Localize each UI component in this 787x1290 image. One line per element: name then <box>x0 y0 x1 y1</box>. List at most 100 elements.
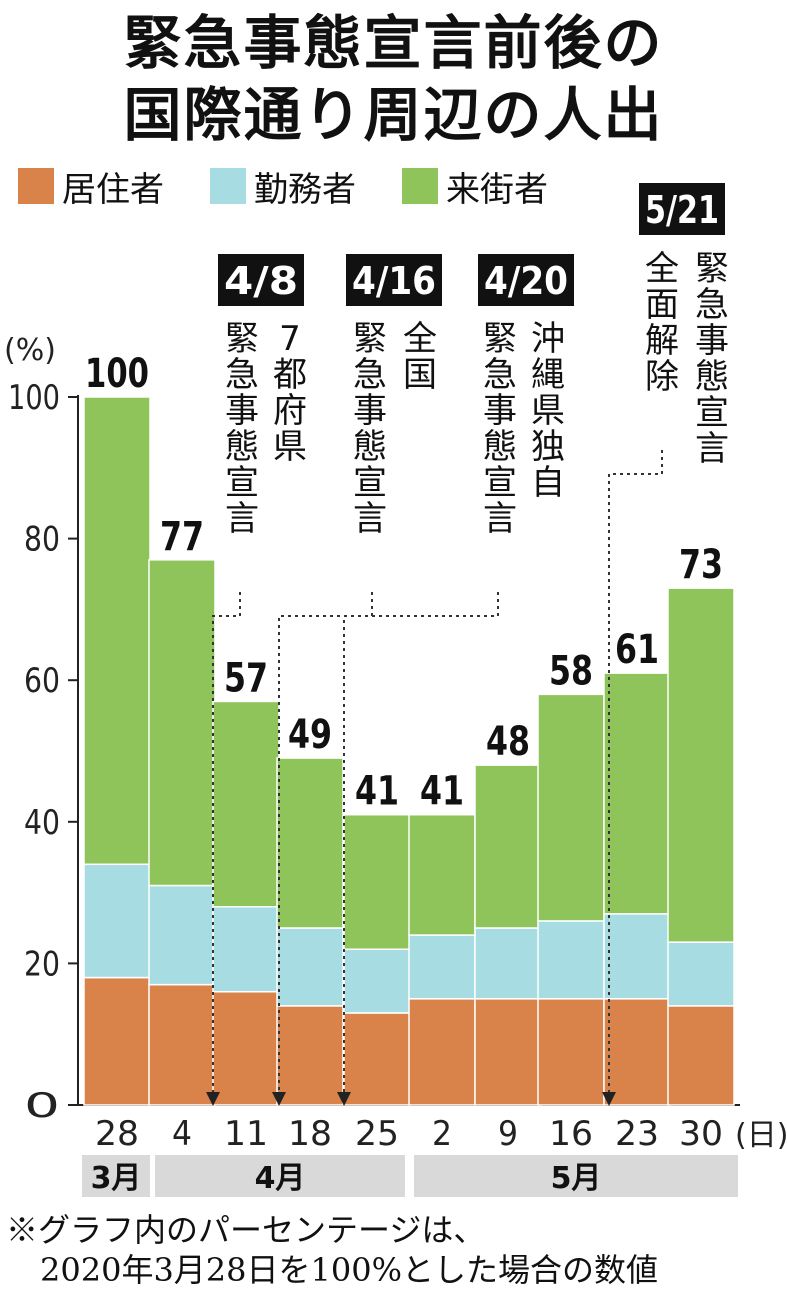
bar-segment-worker-8 <box>603 913 671 1000</box>
legend-swatch-visitor <box>402 168 438 204</box>
bar-segment-visitor-4 <box>343 813 411 950</box>
x-tick-label-8: 23 <box>615 1114 659 1154</box>
title-line-2: 国際通り周辺の人出 <box>123 81 664 149</box>
y-tick-label-60: 60 <box>24 661 60 701</box>
bar-total-label-2: 57 <box>224 655 268 701</box>
bar-segment-visitor-6 <box>474 764 542 929</box>
bar-segment-worker-3 <box>276 927 344 1007</box>
event-arrow-0 <box>206 1092 220 1106</box>
bar-total-label-8: 61 <box>615 627 659 673</box>
x-tick-label-3: 18 <box>288 1114 332 1154</box>
bar-total-label-4: 41 <box>355 769 399 815</box>
event-date-box-3 <box>639 183 725 235</box>
legend-swatch-resident <box>18 168 54 204</box>
event-arrow-3 <box>602 1092 616 1106</box>
bar-segment-resident-5 <box>408 998 476 1106</box>
bar-segment-visitor-2 <box>212 700 280 908</box>
event-date-label-1: 4/16 <box>352 259 436 303</box>
event-text-0-0: 7 都府県 <box>273 319 307 467</box>
bar-total-label-6: 48 <box>486 719 530 765</box>
bar-total-label-7: 58 <box>549 648 593 694</box>
event-arrow-1 <box>272 1092 286 1106</box>
y-tick-label-20: 20 <box>24 944 60 984</box>
legend-item-resident: 居住者 <box>18 162 164 211</box>
bar-segment-worker-4 <box>343 948 411 1014</box>
event-date-box-2 <box>478 254 574 306</box>
x-tick-label-4: 25 <box>355 1114 399 1154</box>
x-tick-label-6: 9 <box>498 1114 518 1154</box>
x-tick-label-5: 2 <box>432 1114 452 1154</box>
legend-item-worker: 勤務者 <box>210 162 356 211</box>
y-tick-label-100: 100 <box>8 378 60 418</box>
bar-segment-resident-9 <box>667 1005 735 1106</box>
y-tick-label-0: 0 <box>24 1086 60 1126</box>
event-text-2-1: 緊急事態宣言 <box>483 319 517 539</box>
footnote-line-1: ※グラフ内のパーセンテージは、 <box>6 1211 486 1249</box>
event-text-1-0: 全国 <box>403 319 437 395</box>
bar-segment-worker-7 <box>537 920 605 1000</box>
event-arrow-2 <box>337 1092 351 1106</box>
footnote-line-2: 2020年3月28日を100%とした場合の数値 <box>40 1251 659 1289</box>
event-text-3-0: 緊急事態宣言 <box>695 249 729 469</box>
month-label-2: 5月 <box>551 1161 602 1196</box>
bar-segment-visitor-9 <box>667 587 735 943</box>
bar-segment-resident-3 <box>276 1005 344 1106</box>
legend-item-visitor: 来街者 <box>402 162 548 211</box>
bar-segment-resident-2 <box>212 990 280 1106</box>
x-tick-label-0: 28 <box>95 1114 139 1154</box>
legend-label-visitor: 来街者 <box>446 169 548 210</box>
event-date-label-2: 4/20 <box>484 259 568 303</box>
y-unit-label: (%) <box>4 333 56 368</box>
bar-segment-visitor-3 <box>276 757 344 929</box>
bar-total-label-1: 77 <box>160 514 204 560</box>
bar-segment-resident-7 <box>537 998 605 1106</box>
bar-segment-worker-1 <box>148 884 216 986</box>
bar-segment-resident-0 <box>83 976 151 1106</box>
legend-label-resident: 居住者 <box>62 169 164 210</box>
bar-total-label-9: 73 <box>679 542 723 588</box>
bar-segment-visitor-5 <box>408 813 476 936</box>
bar-segment-resident-8 <box>603 998 671 1106</box>
month-label-1: 4月 <box>255 1161 306 1196</box>
event-connector-1 <box>278 592 373 1098</box>
bar-segment-visitor-1 <box>148 559 216 887</box>
bar-segment-worker-0 <box>83 863 151 979</box>
bar-segment-visitor-8 <box>603 672 671 915</box>
event-connector-3 <box>608 450 663 1098</box>
event-date-box-0 <box>218 254 304 306</box>
bar-total-label-0: 100 <box>85 351 149 397</box>
bar-segment-worker-6 <box>474 927 542 1000</box>
event-text-3-1: 全面解除 <box>645 249 679 397</box>
bar-segment-resident-6 <box>474 998 542 1106</box>
bar-segment-worker-9 <box>667 941 735 1007</box>
x-tick-label-1: 4 <box>172 1114 192 1154</box>
event-date-label-3: 5/21 <box>645 188 719 232</box>
x-unit-label: (日) <box>735 1118 787 1153</box>
x-tick-label-2: 11 <box>224 1114 268 1154</box>
bar-segment-visitor-7 <box>537 693 605 922</box>
month-band-2 <box>414 1155 738 1197</box>
bar-segment-visitor-0 <box>83 396 151 866</box>
event-text-2-0: 沖縄県独自 <box>531 319 565 503</box>
bar-segment-resident-4 <box>343 1012 411 1106</box>
event-text-1-1: 緊急事態宣言 <box>353 319 387 539</box>
x-tick-label-7: 16 <box>549 1114 593 1154</box>
x-tick-label-9: 30 <box>679 1114 723 1154</box>
event-date-label-0: 4/8 <box>224 259 298 303</box>
y-tick-label-80: 80 <box>24 520 60 560</box>
bar-segment-worker-2 <box>212 906 280 993</box>
event-text-0-1: 緊急事態宣言 <box>225 319 259 539</box>
legend: 居住者 勤務者 来街者 <box>18 162 594 211</box>
event-connector-0 <box>212 592 241 1098</box>
bar-total-label-3: 49 <box>288 712 332 758</box>
bar-segment-worker-5 <box>408 934 476 1000</box>
legend-swatch-worker <box>210 168 246 204</box>
legend-label-worker: 勤務者 <box>254 169 356 210</box>
stacked-bar-chart: 0 20 40 60 80 100 (%) 100 28 77 4 57 11 49 18 41 25 41 2 48… <box>4 183 787 1197</box>
bar-total-label-5: 41 <box>420 769 464 815</box>
bar-segment-resident-1 <box>148 983 216 1106</box>
title-line-1: 緊急事態宣言前後の <box>123 9 664 77</box>
event-date-box-1 <box>346 254 442 306</box>
month-band-0 <box>82 1155 150 1197</box>
y-tick-label-40: 40 <box>24 803 60 843</box>
